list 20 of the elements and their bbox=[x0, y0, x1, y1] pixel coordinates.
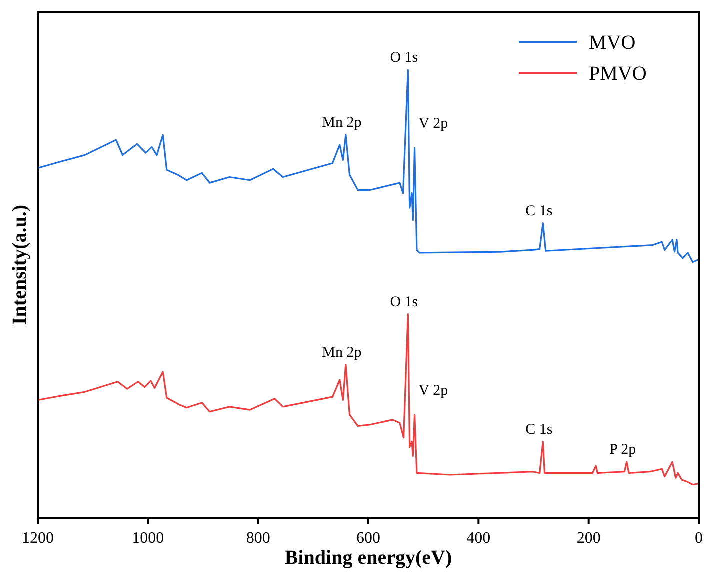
legend-label: PMVO bbox=[589, 63, 647, 85]
annotation: Mn 2p bbox=[322, 115, 362, 132]
annotation: C 1s bbox=[526, 422, 553, 438]
x-tick-label: 1200 bbox=[22, 530, 54, 547]
x-axis-title: Binding energy(eV) bbox=[284, 547, 452, 569]
annotation: V 2p bbox=[418, 383, 448, 400]
annotation: O 1s bbox=[390, 294, 418, 310]
x-tick-label: 200 bbox=[576, 530, 601, 547]
x-tick-label: 1000 bbox=[132, 530, 164, 547]
legend-label: MVO bbox=[589, 32, 636, 54]
annotation: V 2p bbox=[418, 116, 448, 132]
annotation: Mn 2p bbox=[322, 344, 362, 361]
annotation: P 2p bbox=[610, 442, 636, 458]
x-tick-label: 400 bbox=[466, 530, 491, 547]
x-tick-label: 0 bbox=[695, 530, 703, 547]
annotation: C 1s bbox=[526, 203, 553, 220]
x-tick-label: 800 bbox=[246, 530, 270, 547]
x-tick-label: 600 bbox=[356, 530, 380, 547]
y-axis-title: Intensity(a.u.) bbox=[9, 204, 31, 326]
annotation: O 1s bbox=[390, 50, 418, 66]
